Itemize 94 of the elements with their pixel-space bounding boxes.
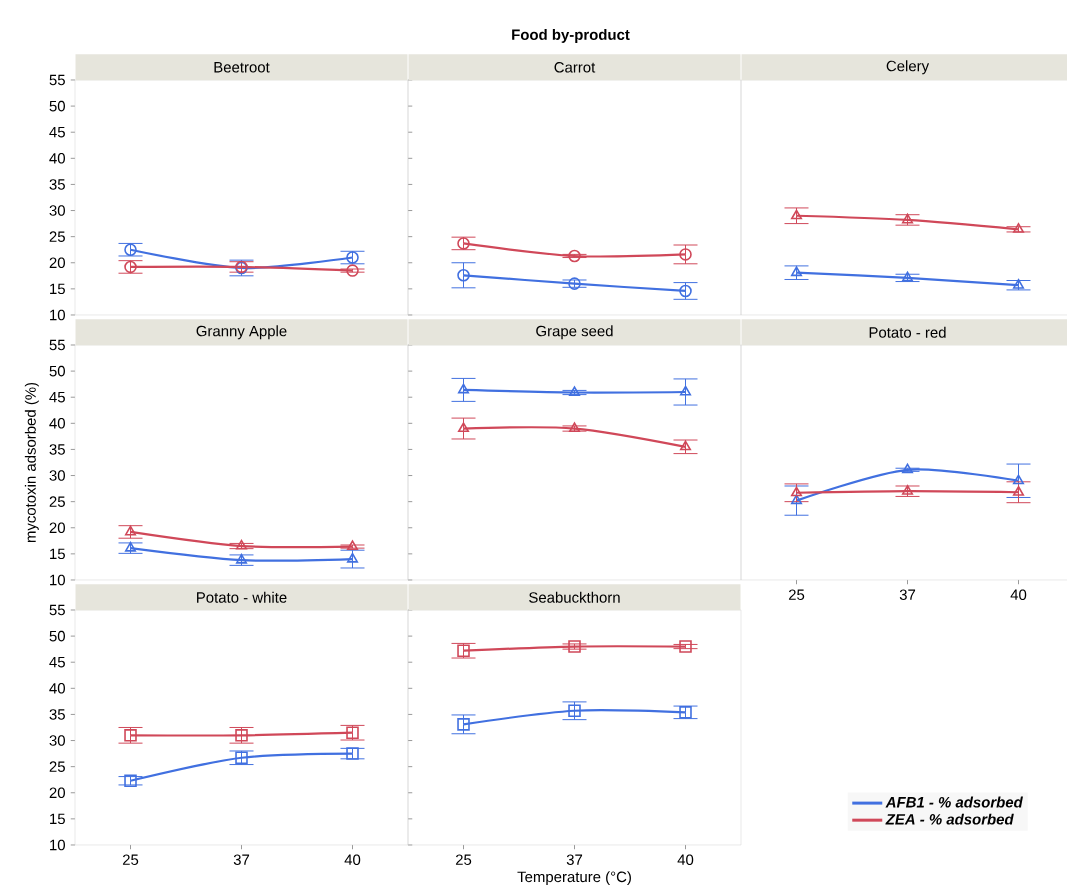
x-tick-label: 40 [677, 854, 694, 865]
point [457, 383, 470, 394]
point [568, 277, 581, 290]
point [679, 284, 692, 298]
legend-label: ZEA - % adsorbed [885, 813, 1014, 825]
y-tick-label: 20 [49, 522, 65, 534]
point [1012, 223, 1025, 233]
x-tick-label: 40 [344, 854, 361, 865]
chart-title: Potato - white [197, 591, 287, 603]
point [568, 422, 581, 433]
point [679, 248, 692, 261]
point [679, 385, 692, 396]
point [346, 264, 359, 277]
point [901, 271, 914, 282]
y-tick-label: 50 [49, 630, 65, 642]
x-tick-label: 25 [455, 854, 472, 865]
x-tick-label: 37 [899, 589, 916, 600]
point [124, 525, 137, 536]
point [457, 644, 470, 657]
point [346, 251, 359, 264]
x-tick-label: 37 [233, 854, 250, 865]
point [790, 266, 803, 277]
point [457, 718, 470, 731]
y-tick-label: 10 [50, 839, 65, 851]
y-tick-label: 15 [50, 548, 65, 560]
y-tick-label: 45 [49, 656, 65, 668]
y-tick-label: 10 [50, 309, 65, 321]
point [124, 774, 137, 788]
point [235, 539, 248, 550]
x-tick-label: 25 [122, 854, 139, 865]
text: Food by-product [512, 29, 630, 43]
y-tick-label: 55 [49, 604, 65, 616]
point [679, 640, 692, 653]
y-tick-label: 20 [49, 787, 65, 799]
y-tick-label: 30 [49, 470, 65, 481]
x-tick-label: 25 [788, 589, 805, 600]
y-tick-label: 35 [49, 444, 65, 455]
point [1012, 485, 1025, 496]
y-tick-label: 40 [49, 418, 65, 429]
y-tick-label: 25 [49, 496, 65, 507]
point [568, 386, 581, 397]
point [1012, 474, 1025, 485]
chart-title: Potato - red [869, 326, 946, 338]
point [346, 540, 359, 551]
point [235, 553, 248, 564]
chart-title: Celery [886, 60, 930, 75]
point [457, 422, 470, 433]
y-tick-label: 55 [49, 74, 65, 86]
point [568, 704, 581, 718]
point [346, 747, 359, 760]
x-tick-label: 40 [1010, 589, 1027, 600]
point [679, 706, 692, 719]
point [346, 726, 359, 739]
legend-label: AFB1 - % adsorbed [885, 796, 1023, 808]
point [901, 213, 914, 224]
y-tick-label: 40 [49, 153, 65, 164]
chart-title: Grape seed [536, 325, 613, 340]
point [124, 243, 137, 256]
y-tick-label: 10 [50, 574, 65, 586]
y-tick-label: 50 [49, 365, 65, 377]
y-tick-label: 30 [49, 205, 65, 216]
x-tick-label: 37 [566, 854, 583, 865]
point [235, 729, 248, 742]
point [124, 541, 137, 552]
y-axis-title: mycotoxin adsorbed (%) [24, 382, 39, 543]
chart-title: Carrot [554, 62, 596, 73]
y-tick-label: 35 [49, 709, 65, 720]
y-tick-label: 30 [49, 735, 65, 746]
x-axis-title: Temperature (°C) [517, 871, 631, 886]
chart-title: Granny Apple [196, 325, 287, 340]
point [457, 237, 470, 250]
point [901, 484, 914, 495]
point [1012, 278, 1025, 289]
y-tick-label: 15 [50, 283, 65, 295]
point [568, 249, 581, 263]
y-tick-label: 45 [49, 126, 65, 138]
point [901, 463, 914, 474]
y-tick-label: 35 [49, 179, 65, 190]
point [679, 440, 692, 451]
y-tick-label: 45 [49, 391, 65, 403]
y-tick-label: 55 [49, 339, 65, 351]
y-tick-label: 25 [49, 231, 65, 242]
point [457, 269, 470, 282]
y-tick-label: 50 [49, 100, 65, 112]
point [124, 260, 137, 274]
point [235, 751, 248, 765]
point [568, 640, 581, 653]
y-tick-label: 15 [50, 813, 65, 825]
chart-title: Beetroot [214, 62, 270, 73]
chart-title: Seabuckthorn [529, 591, 620, 603]
y-tick-label: 40 [49, 683, 65, 694]
y-tick-label: 25 [49, 761, 65, 772]
point [124, 729, 137, 742]
y-tick-label: 20 [49, 257, 65, 269]
